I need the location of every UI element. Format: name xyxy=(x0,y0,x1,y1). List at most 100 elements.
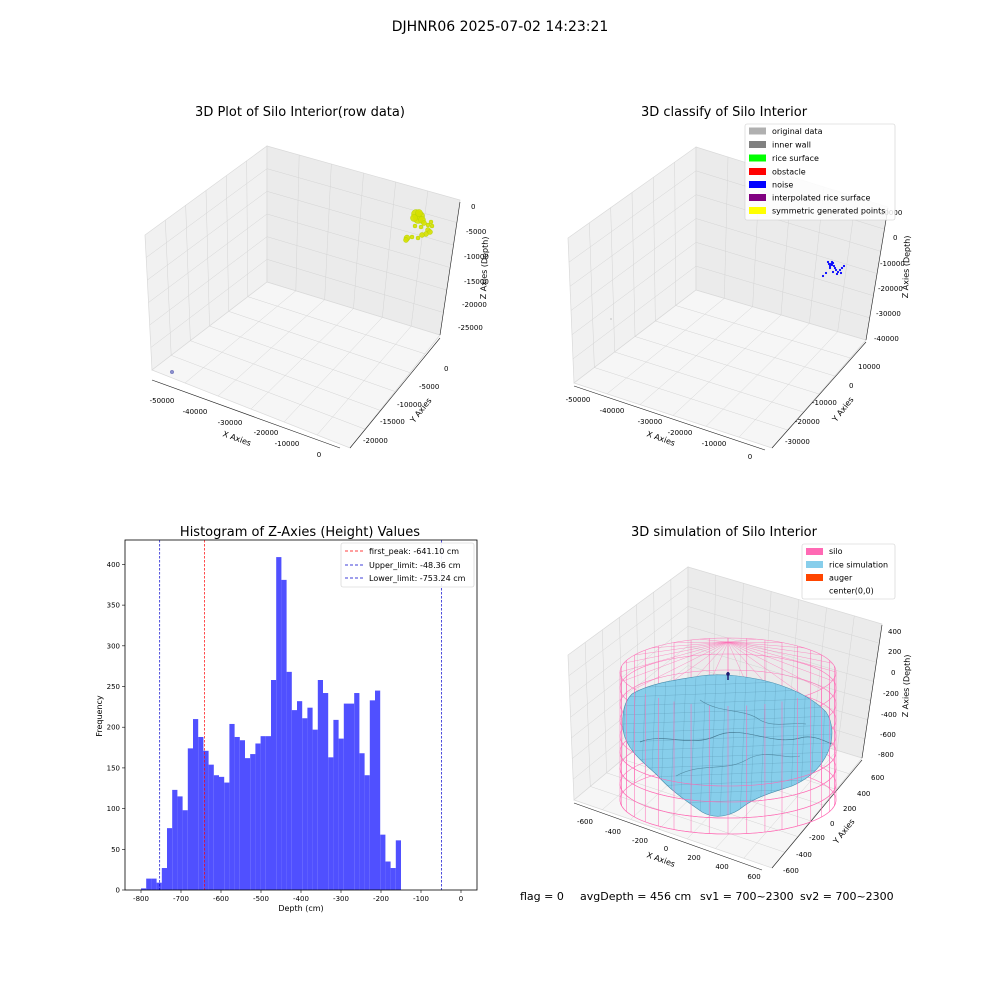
footer-sv1: sv1 = 700~2300 xyxy=(700,890,794,903)
simulation-y-axis-label: Y Axies xyxy=(831,817,857,846)
gridline xyxy=(695,265,870,319)
histogram-y-tick-label: 250 xyxy=(107,683,120,691)
legend-label-original-data: original data xyxy=(772,127,823,136)
histogram-bar xyxy=(286,671,292,890)
legend-swatch-rice-simulation xyxy=(806,561,823,568)
classify-noise-point xyxy=(840,266,844,270)
classify-z-tick: 0 xyxy=(893,234,897,242)
simulation-y-tick: 0 xyxy=(830,820,834,828)
silo-front-ring xyxy=(619,751,837,787)
gridline xyxy=(570,625,689,718)
simulation-y-tick: -200 xyxy=(809,834,825,842)
legend-swatch-center xyxy=(806,587,823,594)
histogram-x-tick-label: 0 xyxy=(459,895,463,903)
simulation-x-tick: -400 xyxy=(605,828,621,836)
legend-label-auger: auger xyxy=(829,574,853,583)
raw-data-point xyxy=(429,223,435,229)
status-footer: flag = 0 avgDepth = 456 cm sv1 = 700~230… xyxy=(520,890,894,903)
classify-y-tick: 0 xyxy=(849,382,853,390)
legend-label-first-peak: first_peak: -641.10 cm xyxy=(369,547,459,556)
histogram-bar xyxy=(380,834,386,890)
histogram-y-tick-label: 50 xyxy=(111,846,120,854)
raw-x-tick: -40000 xyxy=(183,408,208,416)
histogram-bar xyxy=(291,710,297,890)
classify-noise-point xyxy=(831,270,835,274)
classify-noise-point xyxy=(828,266,832,270)
footer-flag: flag = 0 xyxy=(520,890,564,903)
classify-noise-point xyxy=(832,264,836,268)
raw-z-axis-line xyxy=(439,201,461,336)
histogram-x-tick-label: -100 xyxy=(413,895,429,903)
simulation-y-tick: 400 xyxy=(857,790,870,798)
simulation-z-tick: 0 xyxy=(891,669,895,677)
histogram-x-tick-label: -600 xyxy=(213,895,229,903)
silo-front-ring xyxy=(619,799,837,835)
raw-x-ticks: -50000 -40000 -30000 -20000 -10000 0 xyxy=(150,397,322,459)
raw-data-point xyxy=(403,237,409,243)
legend-label-obstacle: obstacle xyxy=(772,168,806,177)
raw-y-ticks: 0 -5000 -10000 -15000 -20000 xyxy=(363,365,448,445)
histogram-y-tick-label: 150 xyxy=(107,764,120,772)
silo-roof-spoke xyxy=(727,641,833,682)
classify-z-axis-label: Z Axies (Depth) xyxy=(901,235,912,298)
histogram-y-axis-label: Frequency xyxy=(95,695,104,737)
raw-y-axis-line xyxy=(349,337,441,449)
simulation-x-tick: 400 xyxy=(715,863,728,871)
silo-roof-spoke xyxy=(727,641,822,690)
raw-y-tick: 0 xyxy=(444,365,448,373)
raw-x-tick: 0 xyxy=(317,451,321,459)
raw-data-points xyxy=(169,209,435,375)
raw-x-axis-label: X Axies xyxy=(221,429,252,448)
classify-legend: original data inner wall rice surface ob… xyxy=(744,123,896,221)
gridline xyxy=(687,586,880,644)
gridline xyxy=(687,625,874,682)
gridline xyxy=(738,331,838,438)
histogram-x-tick-label: -500 xyxy=(253,895,269,903)
footer-sv2: sv2 = 700~2300 xyxy=(800,890,894,903)
rice-surface-ridge xyxy=(699,699,807,725)
classify-noise-point xyxy=(839,271,843,275)
classify-y-tick: -20000 xyxy=(795,418,820,426)
classify-noise-point xyxy=(830,263,834,267)
raw-z-tick: -15000 xyxy=(464,278,489,286)
raw-data-point xyxy=(412,223,418,229)
classify-scatter-title: 3D classify of Silo Interior xyxy=(641,105,808,120)
panel-histogram: Histogram of Z-Axies (Height) Values -80… xyxy=(95,525,478,913)
classify-x-tick: -20000 xyxy=(668,429,693,437)
raw-y-tick: -15000 xyxy=(380,418,405,426)
raw-x-tick: -50000 xyxy=(150,397,175,405)
classify-z-tick: -40000 xyxy=(874,335,899,343)
histogram-bar xyxy=(141,888,147,890)
classify-x-tick: -40000 xyxy=(600,407,625,415)
classify-noise-point xyxy=(826,260,830,264)
gridline xyxy=(619,617,624,760)
classify-y-tick: -30000 xyxy=(785,438,810,446)
simulation-y-tick: 600 xyxy=(871,774,884,782)
silo-roof-spoke xyxy=(727,641,833,664)
classify-z-tick: -30000 xyxy=(876,310,901,318)
histogram-bar xyxy=(229,723,235,890)
silo-front-ring xyxy=(619,783,837,819)
histogram-bar xyxy=(182,810,188,890)
raw-data-point xyxy=(418,224,424,230)
simulation-y-tick: -600 xyxy=(783,867,799,875)
legend-swatch-silo xyxy=(806,548,823,555)
histogram-bar xyxy=(281,579,287,890)
simulation-legend: silo rice simulation auger center(0,0) xyxy=(801,543,896,600)
raw-data-point xyxy=(410,214,418,222)
gridline xyxy=(584,642,591,787)
raw-data-point xyxy=(409,234,415,240)
simulation-x-tick: 0 xyxy=(664,845,668,853)
raw-z-axis-label: Z Axies (Depth) xyxy=(479,236,490,299)
histogram-bar xyxy=(203,750,209,890)
simulation-z-tick: 400 xyxy=(888,628,901,636)
histogram-bar xyxy=(359,753,365,890)
gridline xyxy=(687,645,871,701)
classify-x-tick: -50000 xyxy=(566,396,591,404)
histogram-bar xyxy=(343,703,349,890)
histogram-bar xyxy=(260,736,266,890)
rice-surface-ridge xyxy=(675,754,801,777)
simulation-z-tick: -800 xyxy=(878,751,894,759)
histogram-bar xyxy=(395,840,401,890)
silo-roof-spoke xyxy=(700,638,729,643)
